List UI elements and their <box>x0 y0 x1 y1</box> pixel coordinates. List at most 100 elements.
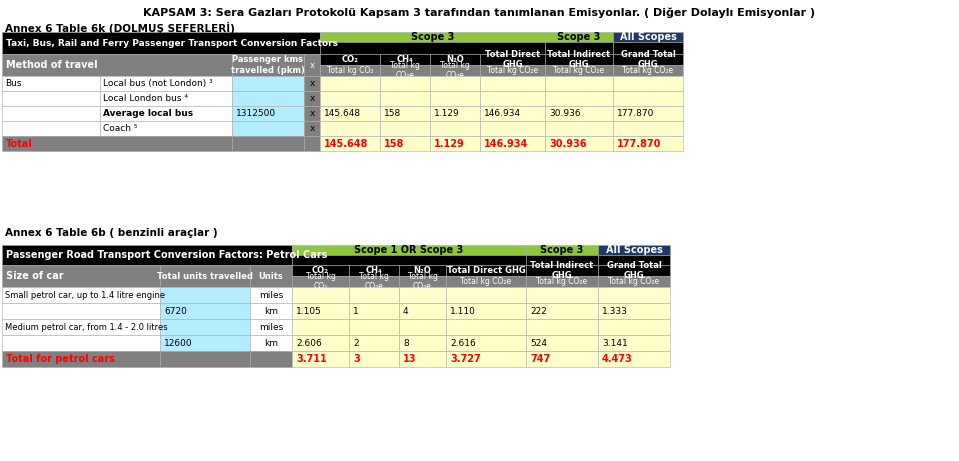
Bar <box>526 303 598 319</box>
Text: Total Indirect
GHG: Total Indirect GHG <box>530 261 594 280</box>
Text: Passenger kms
travelled (pkm): Passenger kms travelled (pkm) <box>231 55 305 75</box>
Text: Method of travel: Method of travel <box>6 60 98 70</box>
Text: 177.870: 177.870 <box>617 138 662 148</box>
Bar <box>2 319 160 335</box>
Text: Total kg CO₂e: Total kg CO₂e <box>460 277 511 286</box>
Text: All Scopes: All Scopes <box>605 245 663 255</box>
Bar <box>320 54 380 65</box>
Bar <box>160 335 250 351</box>
Bar <box>292 276 349 287</box>
Bar <box>545 121 613 136</box>
Text: Coach ⁵: Coach ⁵ <box>103 124 137 133</box>
Bar <box>446 287 526 303</box>
Text: Total units travelled: Total units travelled <box>157 272 253 280</box>
Bar <box>304 54 320 76</box>
Bar <box>446 265 526 276</box>
Bar <box>292 351 349 367</box>
Bar <box>232 121 304 136</box>
Text: 222: 222 <box>530 307 547 315</box>
Bar <box>380 91 430 106</box>
Text: 1.105: 1.105 <box>296 307 322 315</box>
Bar <box>292 319 349 335</box>
Bar <box>399 276 446 287</box>
Text: Total kg
CO₂e: Total kg CO₂e <box>408 272 437 291</box>
Text: Total kg CO₂e: Total kg CO₂e <box>536 277 588 286</box>
Bar <box>613 121 683 136</box>
Text: Total for petrol cars: Total for petrol cars <box>6 354 115 364</box>
Bar <box>545 54 613 65</box>
Text: Bus: Bus <box>5 79 21 88</box>
Bar <box>380 54 430 65</box>
Text: Grand Total
GHG: Grand Total GHG <box>606 261 662 280</box>
Bar <box>160 287 250 303</box>
Text: All Scopes: All Scopes <box>620 32 676 42</box>
Text: 145.648: 145.648 <box>324 138 368 148</box>
Bar <box>430 121 480 136</box>
Bar <box>2 351 160 367</box>
Text: x: x <box>310 79 315 88</box>
Bar <box>2 91 100 106</box>
Bar <box>232 106 304 121</box>
Bar <box>613 65 683 76</box>
Bar <box>598 255 670 265</box>
Text: Small petrol car, up to 1.4 litre engine: Small petrol car, up to 1.4 litre engine <box>5 290 165 300</box>
Bar <box>480 65 545 76</box>
Text: 4: 4 <box>403 307 409 315</box>
Text: CH₄: CH₄ <box>397 55 413 64</box>
Bar <box>250 287 292 303</box>
Bar <box>320 106 380 121</box>
Text: km: km <box>264 307 278 315</box>
Bar <box>446 276 526 287</box>
Bar <box>613 42 683 54</box>
Text: Medium petrol car, from 1.4 - 2.0 litres: Medium petrol car, from 1.4 - 2.0 litres <box>5 323 168 331</box>
Bar <box>304 76 320 91</box>
Bar <box>545 91 613 106</box>
Bar <box>399 335 446 351</box>
Bar <box>598 335 670 351</box>
Bar <box>598 276 670 287</box>
Bar <box>446 335 526 351</box>
Text: Scope 1 OR Scope 3: Scope 1 OR Scope 3 <box>355 245 463 255</box>
Text: 4.473: 4.473 <box>602 354 633 364</box>
Text: x: x <box>310 109 315 118</box>
Bar <box>598 265 670 276</box>
Bar <box>304 106 320 121</box>
Bar <box>304 136 320 151</box>
Bar <box>446 351 526 367</box>
Bar <box>160 319 250 335</box>
Bar <box>232 136 304 151</box>
Bar <box>430 136 480 151</box>
Bar <box>320 121 380 136</box>
Text: N₂O: N₂O <box>446 55 464 64</box>
Bar <box>2 265 160 287</box>
Text: Total kg
CO₂e: Total kg CO₂e <box>359 272 389 291</box>
Bar <box>526 245 598 255</box>
Bar <box>320 65 380 76</box>
Text: 145.648: 145.648 <box>324 109 362 118</box>
Text: 8: 8 <box>403 338 409 348</box>
Bar <box>2 106 100 121</box>
Bar <box>380 121 430 136</box>
Bar <box>430 91 480 106</box>
Bar <box>100 76 232 91</box>
Bar <box>598 351 670 367</box>
Text: 1312500: 1312500 <box>236 109 276 118</box>
Bar <box>598 245 670 255</box>
Text: Local bus (not London) ³: Local bus (not London) ³ <box>103 79 213 88</box>
Bar <box>2 54 232 76</box>
Text: N₂O: N₂O <box>413 266 432 275</box>
Bar <box>2 32 320 54</box>
Bar <box>320 42 545 54</box>
Bar <box>446 303 526 319</box>
Text: 30.936: 30.936 <box>549 109 580 118</box>
Bar <box>160 265 250 287</box>
Bar <box>598 287 670 303</box>
Text: miles: miles <box>259 323 283 331</box>
Text: Total Indirect
GHG: Total Indirect GHG <box>548 50 611 69</box>
Bar <box>292 245 526 255</box>
Bar <box>380 65 430 76</box>
Text: 30.936: 30.936 <box>549 138 587 148</box>
Text: 146.934: 146.934 <box>484 109 521 118</box>
Bar <box>480 106 545 121</box>
Bar <box>526 265 598 276</box>
